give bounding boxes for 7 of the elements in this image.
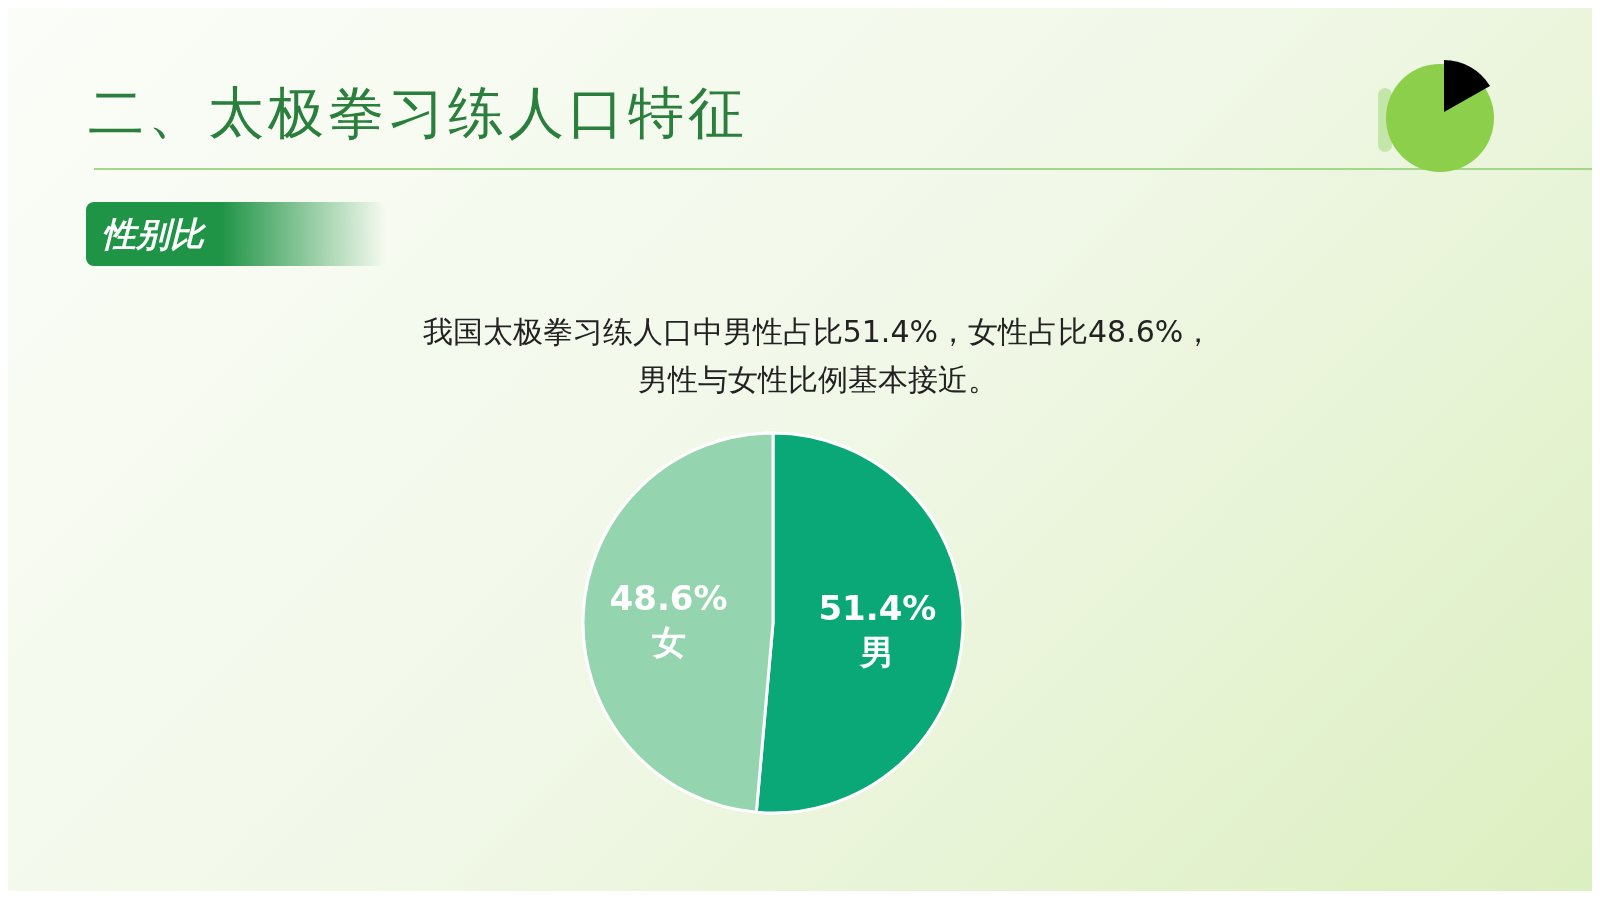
text: 性别比: [86, 202, 386, 266]
data-label: 51.4%: [818, 587, 937, 628]
data-label: 48.6%: [609, 578, 728, 619]
chart-title: 二、太极拳习练人口特征: [88, 79, 748, 147]
slice-label: 男: [859, 631, 895, 672]
text: 我国太极拳习练人口中男性占比51.4%，女性占比48.6%，男性与女性比例基本接近。: [421, 313, 1215, 399]
slice-label: 女: [650, 622, 686, 663]
